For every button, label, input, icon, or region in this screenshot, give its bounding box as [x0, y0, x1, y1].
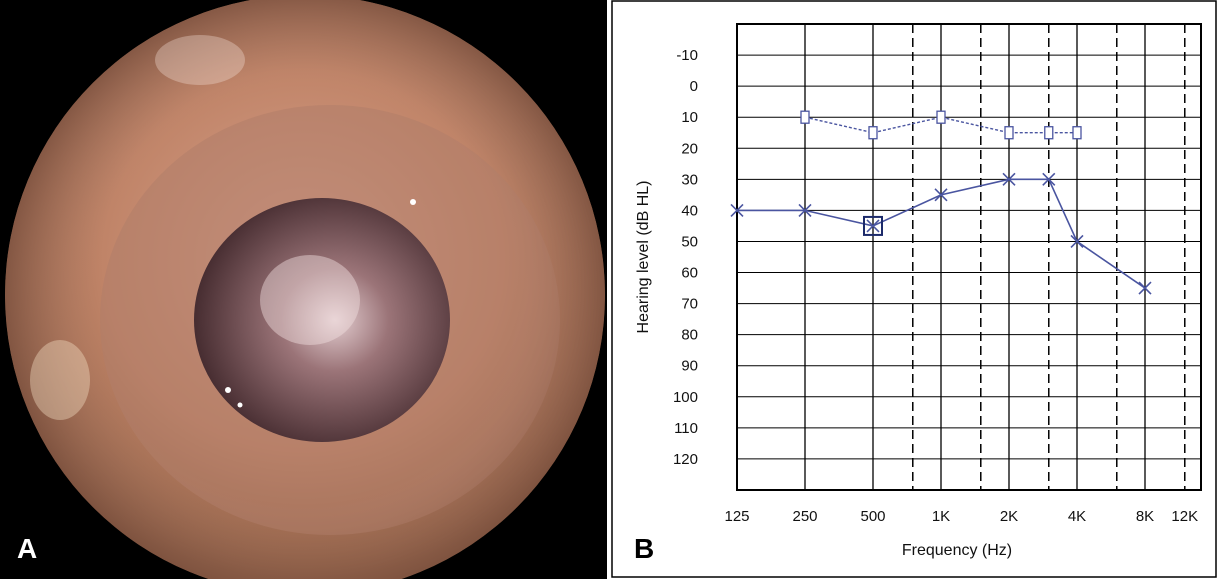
data-point-square — [936, 110, 946, 124]
plot-frame — [736, 23, 1202, 491]
y-tick-label: 50 — [681, 233, 698, 250]
x-tick-label: 250 — [792, 508, 817, 525]
data-point-large-square — [863, 215, 883, 236]
data-point-cross — [1138, 281, 1152, 295]
audiogram-panel: -10 0 10 20 30 40 50 60 70 80 90 100 110 120 125 250 50… — [611, 0, 1217, 579]
x-tick-label: 500 — [860, 508, 885, 525]
y-tick-label: 100 — [673, 389, 698, 406]
y-tick-label: 40 — [681, 202, 698, 219]
x-axis-label: Frequency (Hz) — [902, 542, 1012, 559]
y-axis-label: Hearing level (dB HL) — [635, 181, 652, 334]
panel-label-b: B — [634, 533, 655, 564]
data-point-cross — [1070, 234, 1084, 249]
panel-border — [611, 0, 1217, 578]
y-tick-label: 30 — [681, 171, 698, 188]
otoscopic-image — [0, 0, 607, 579]
x-tick-labels: 125 250 500 1K 2K 4K 8K 12K — [724, 508, 1198, 525]
ear-canal-photo — [5, 0, 605, 579]
y-tick-label: 10 — [681, 109, 698, 126]
data-point-square — [868, 126, 878, 140]
data-point-cross — [1042, 172, 1056, 186]
y-tick-label: 80 — [681, 327, 698, 344]
y-tick-label: 70 — [681, 296, 698, 313]
panel-label-a: A — [17, 533, 38, 564]
x-tick-label: 4K — [1068, 508, 1086, 525]
data-point-square — [1044, 126, 1054, 140]
data-point-cross — [730, 203, 744, 217]
y-tick-labels: -10 0 10 20 30 40 50 60 70 80 90 100 110 120 — [673, 47, 698, 468]
y-tick-label: 120 — [673, 451, 698, 468]
data-point-cross — [798, 203, 812, 217]
audiogram-chart: -10 0 10 20 30 40 50 60 70 80 90 100 110 120 125 250 50… — [611, 0, 1217, 578]
x-tick-label: 8K — [1136, 508, 1154, 525]
data-point-square — [1072, 126, 1082, 140]
x-tick-label: 1K — [932, 508, 950, 525]
data-point-cross — [866, 219, 880, 233]
data-point-cross — [1002, 172, 1016, 186]
data-point-square — [800, 110, 810, 124]
data-point-cross — [934, 188, 948, 202]
grid — [737, 24, 1201, 490]
y-tick-label: -10 — [676, 47, 698, 64]
x-tick-label: 12K — [1171, 508, 1198, 525]
y-tick-label: 0 — [690, 78, 698, 95]
x-tick-label: 125 — [724, 508, 749, 525]
series-line — [737, 178, 1146, 289]
data-point-square — [1004, 126, 1014, 140]
y-tick-label: 90 — [681, 358, 698, 375]
y-tick-label: 60 — [681, 265, 698, 282]
y-tick-label: 110 — [674, 420, 698, 437]
y-tick-label: 20 — [681, 140, 698, 157]
x-tick-label: 2K — [1000, 508, 1018, 525]
series-layer — [730, 110, 1152, 295]
